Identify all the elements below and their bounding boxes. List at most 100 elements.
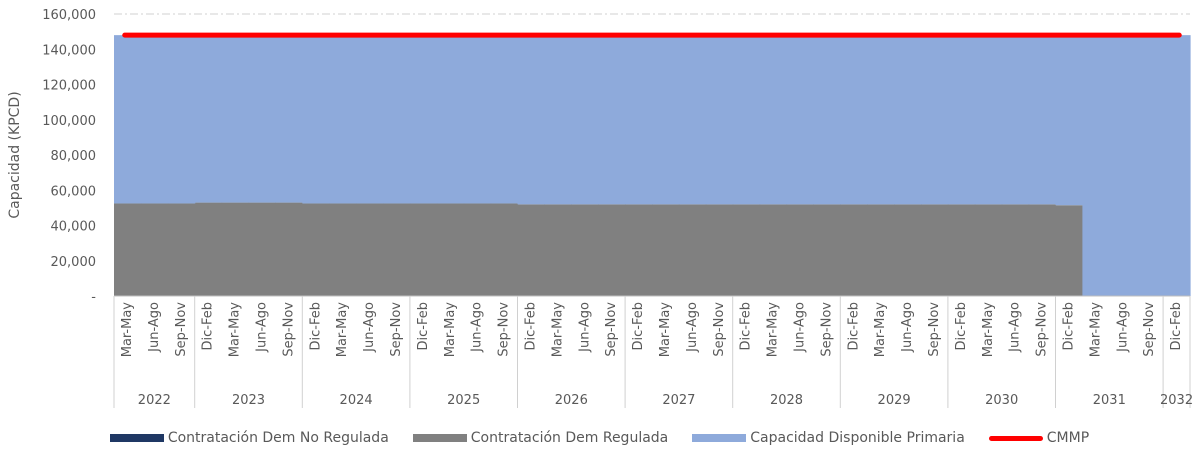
- x-tick-label: Sep-Nov: [1035, 302, 1050, 357]
- x-tick-label: Sep-Nov: [604, 302, 619, 357]
- x-tick-label: Dic-Feb: [1061, 302, 1076, 350]
- x-tick-label: Jun-Ago: [685, 302, 700, 353]
- area-segment: [302, 203, 330, 296]
- area-segment: [140, 35, 169, 204]
- area-segment: [517, 35, 545, 205]
- area-segment: [894, 204, 922, 296]
- area-segment: [947, 204, 976, 296]
- area-segment: [194, 35, 223, 203]
- area-segment: [974, 204, 1003, 296]
- area-segment: [840, 35, 868, 205]
- x-tick-label: Mar-May: [766, 302, 781, 358]
- legend-label: Contratación Dem No Regulada: [167, 430, 389, 446]
- x-tick-label: Mar-May: [335, 302, 350, 358]
- legend-item: Capacidad Disponible Primaria: [692, 430, 965, 446]
- area-segment: [1055, 35, 1083, 206]
- y-axis-ticks: - 20,000 40,000 60,000 80,000 100,000 120,000 1…: [42, 8, 96, 305]
- area-segment: [436, 203, 465, 296]
- area-segment: [436, 35, 465, 204]
- x-tick-label: Mar-May: [550, 302, 565, 358]
- legend-swatch: [412, 434, 467, 442]
- area-segment: [409, 35, 438, 204]
- x-tick-label: Sep-Nov: [281, 302, 296, 357]
- area-segment: [840, 204, 868, 296]
- y-tick-label: 20,000: [51, 255, 97, 270]
- area-segment: [221, 202, 250, 296]
- area-segment: [383, 203, 411, 296]
- year-label: 2024: [340, 393, 373, 408]
- area-segment: [1082, 35, 1110, 297]
- x-tick-label: Sep-Nov: [927, 302, 942, 357]
- year-label: 2031: [1093, 393, 1126, 408]
- area-segment: [356, 35, 384, 204]
- area-segment: [652, 35, 680, 205]
- area-segment: [598, 35, 626, 205]
- year-label: 2030: [985, 393, 1018, 408]
- x-tick-label: Sep-Nov: [819, 302, 834, 357]
- area-segment: [490, 35, 519, 204]
- x-tick-label: Dic-Feb: [416, 302, 431, 350]
- x-tick-label: Sep-Nov: [389, 302, 404, 357]
- area-segment: [625, 35, 653, 205]
- area-segment: [813, 35, 841, 205]
- x-tick-label: Dic-Feb: [201, 302, 216, 350]
- area-segment: [1001, 204, 1030, 296]
- area-segment: [114, 203, 142, 296]
- area-segment: [167, 203, 196, 296]
- area-segment: [544, 35, 572, 205]
- area-segment: [921, 204, 949, 296]
- area-segment: [786, 35, 814, 205]
- x-tick-label: Jun-Ago: [900, 302, 915, 353]
- year-label: 2023: [232, 393, 265, 408]
- area-segment: [571, 204, 599, 296]
- x-tick-label: Mar-May: [658, 302, 673, 358]
- area-segment: [517, 204, 545, 296]
- area-segment: [463, 203, 492, 296]
- area-segment: [1136, 35, 1164, 297]
- legend-swatch: [988, 435, 1043, 441]
- x-tick-label: Dic-Feb: [631, 302, 646, 350]
- area-segment: [1001, 35, 1030, 205]
- area-segment: [140, 203, 169, 296]
- area-segment: [921, 35, 949, 205]
- legend-item: Contratación Dem No Regulada: [109, 430, 389, 446]
- area-segment: [786, 204, 814, 296]
- series-contrataci-n-dem-regulada: [114, 202, 1083, 296]
- y-tick-label: 160,000: [42, 8, 96, 23]
- x-tick-label: Dic-Feb: [308, 302, 323, 350]
- area-segment: [947, 35, 976, 205]
- x-tick-label: Mar-May: [120, 302, 135, 358]
- area-segment: [705, 35, 734, 205]
- area-segment: [275, 202, 303, 296]
- year-label: 2032: [1160, 393, 1193, 408]
- y-tick-label: 140,000: [42, 43, 96, 58]
- area-segment: [302, 35, 330, 204]
- area-segment: [490, 203, 519, 296]
- area-segment: [329, 35, 357, 204]
- area-segment: [625, 204, 653, 296]
- x-tick-label: Sep-Nov: [1142, 302, 1157, 357]
- x-tick-label: Sep-Nov: [712, 302, 727, 357]
- year-label: 2028: [770, 393, 803, 408]
- x-tick-label: Sep-Nov: [174, 302, 189, 357]
- area-segment: [114, 35, 142, 204]
- legend-label: Capacidad Disponible Primaria: [750, 430, 965, 446]
- legend-item: Contratación Dem Regulada: [412, 430, 668, 446]
- area-segment: [598, 204, 626, 296]
- legend-swatch: [109, 434, 164, 442]
- year-label: 2025: [447, 393, 480, 408]
- year-label: 2027: [662, 393, 695, 408]
- area-segment: [678, 204, 707, 296]
- area-segment: [383, 35, 411, 204]
- area-segment: [813, 204, 841, 296]
- area-segment: [1028, 204, 1057, 296]
- area-segment: [356, 203, 384, 296]
- area-segment: [329, 203, 357, 296]
- area-segment: [248, 35, 276, 203]
- x-tick-label: Sep-Nov: [497, 302, 512, 357]
- series-capacidad-disponible-primaria: [114, 35, 1191, 297]
- area-segment: [759, 35, 788, 205]
- area-segment: [732, 35, 761, 205]
- area-segment: [194, 202, 223, 296]
- area-segment: [1028, 35, 1057, 205]
